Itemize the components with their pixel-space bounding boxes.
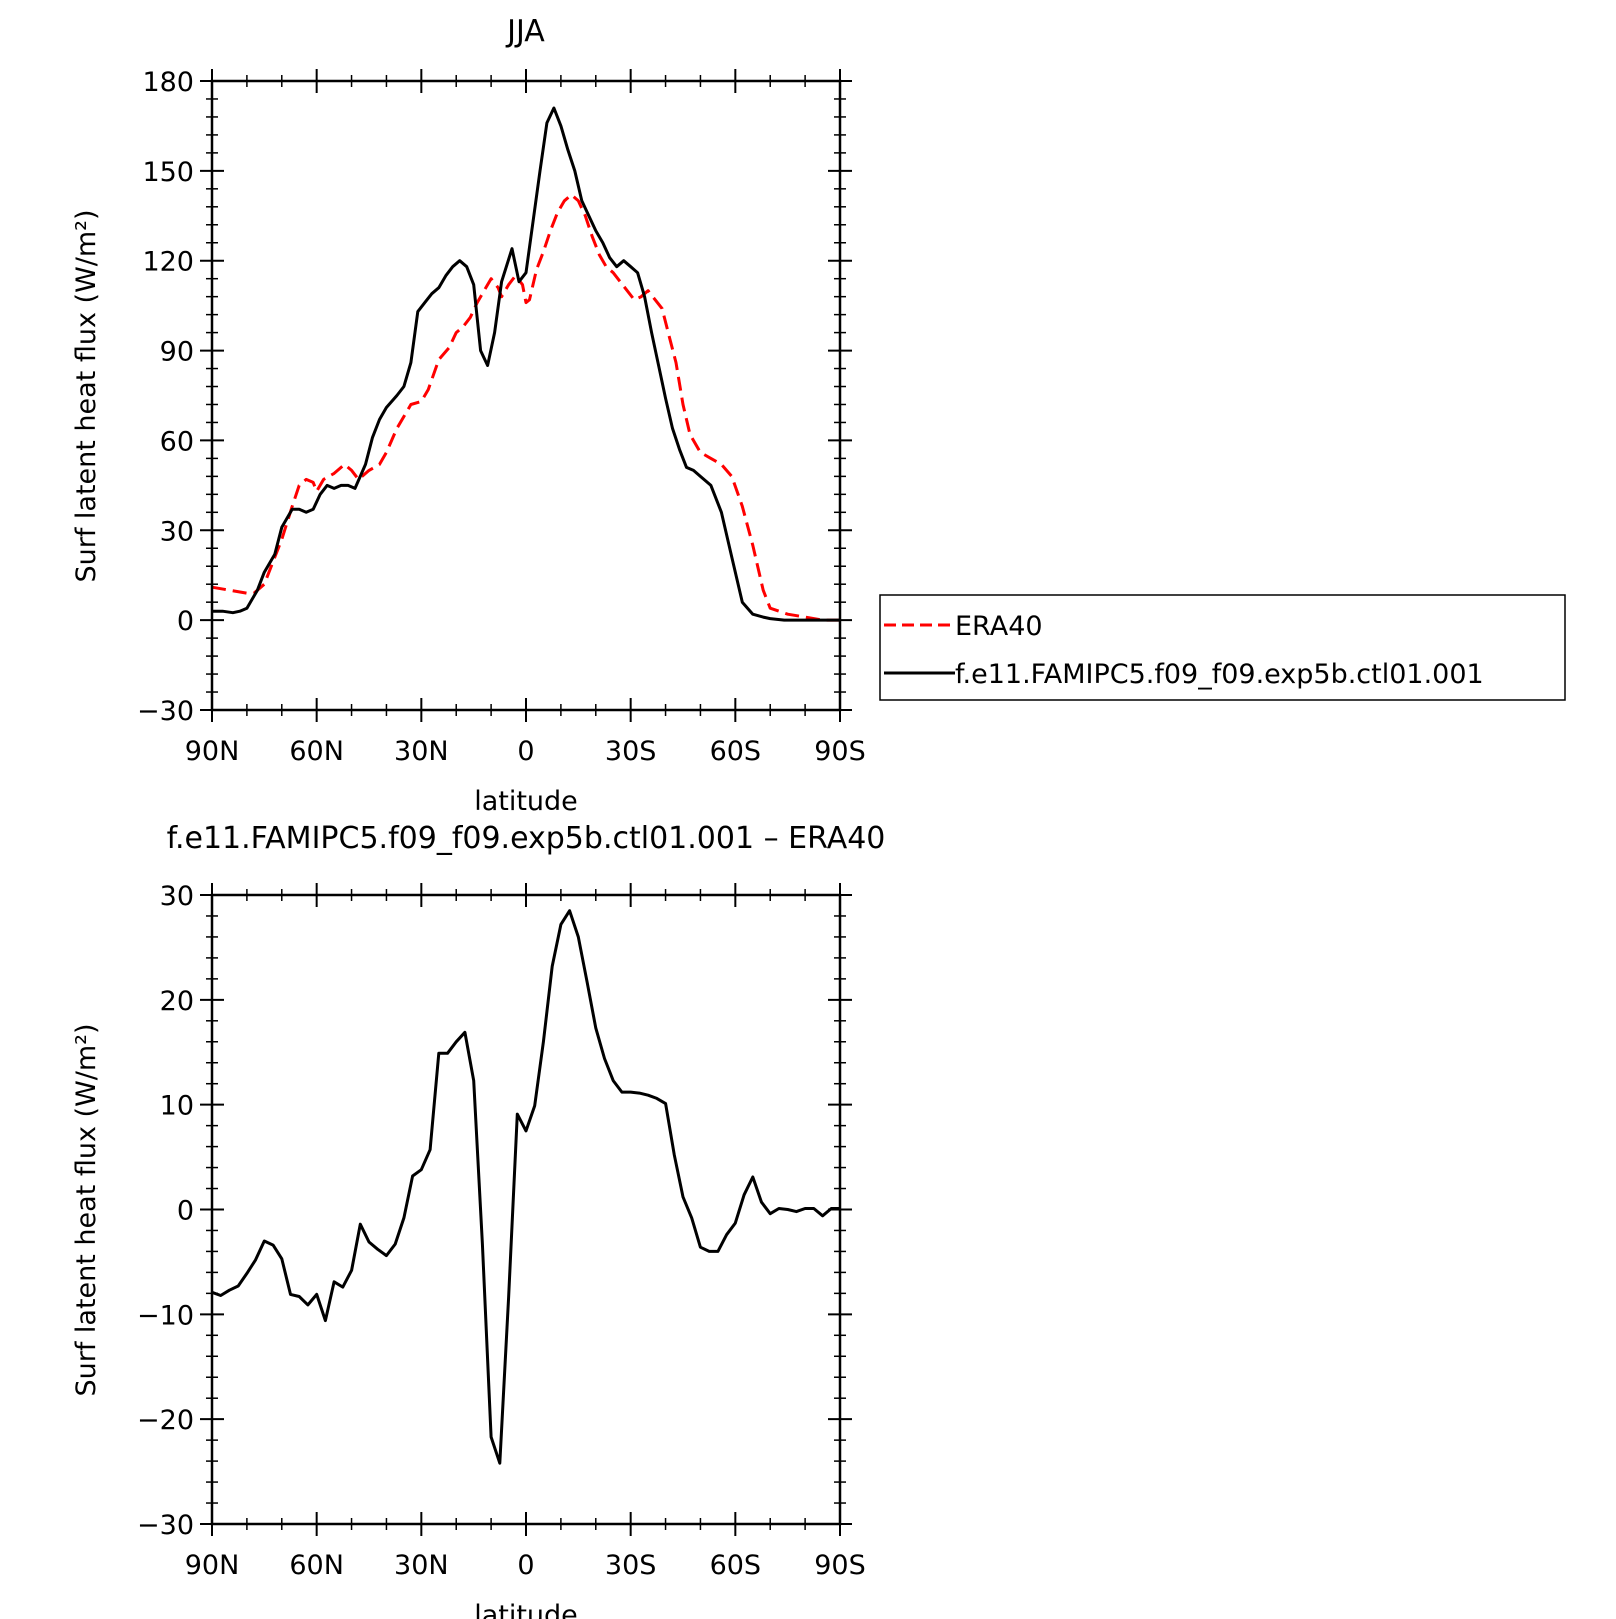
plot-frame xyxy=(210,893,842,1526)
y-tick-label: −30 xyxy=(137,696,194,727)
y-axis-label: Surf latent heat flux (W/m²) xyxy=(71,209,102,582)
y-tick-label: 30 xyxy=(160,881,194,912)
chart-bottom: f.e11.FAMIPC5.f09_f09.exp5b.ctl01.001 – … xyxy=(71,821,885,1619)
series-line-f-e11-famipc5-f09-f09-exp5b-ctl01-001 xyxy=(212,106,840,622)
axes: −30 0 30 60 90 120 150 180 90N 60N 30N 0 30S 60S 90S xyxy=(137,67,866,767)
series-group xyxy=(211,106,840,622)
y-tick-label: −10 xyxy=(137,1300,194,1331)
x-axis-label: latitude xyxy=(474,786,578,817)
x-tick-label: 60N xyxy=(289,1550,344,1581)
x-tick-label: 30N xyxy=(394,1550,449,1581)
y-tick-label: 90 xyxy=(160,337,194,368)
legend: ERA40 f.e11.FAMIPC5.f09_f09.exp5b.ctl01.… xyxy=(879,594,1566,701)
chart-top: JJA −30 0 30 60 90 120 150 180 90N 60N 30N 0 30S 60S 9… xyxy=(71,14,866,817)
x-tick-label: 30S xyxy=(605,1550,657,1581)
y-tick-label: −30 xyxy=(137,1510,194,1541)
x-tick-label: 90S xyxy=(814,736,866,767)
legend-box xyxy=(879,594,1566,701)
legend-label-model: f.e11.FAMIPC5.f09_f09.exp5b.ctl01.001 xyxy=(955,659,1484,690)
x-tick-label: 0 xyxy=(517,736,534,767)
x-tick-label: 90N xyxy=(185,736,240,767)
x-tick-label: 60N xyxy=(289,736,344,767)
plot-frame xyxy=(210,79,842,712)
y-tick-label: 60 xyxy=(160,426,194,457)
axes: −30 −20 −10 0 10 20 30 90N 60N 30N 0 30S 60S 90S xyxy=(137,881,866,1581)
series-group xyxy=(211,909,840,1465)
x-axis-label: latitude xyxy=(474,1600,578,1619)
legend-label-era40: ERA40 xyxy=(955,611,1043,642)
y-tick-label: 0 xyxy=(177,606,194,637)
x-tick-label: 90N xyxy=(185,1550,240,1581)
chart-title-diff: f.e11.FAMIPC5.f09_f09.exp5b.ctl01.001 – … xyxy=(167,821,886,856)
x-tick-label: 60S xyxy=(710,736,762,767)
x-tick-label: 30S xyxy=(605,736,657,767)
y-tick-label: 20 xyxy=(160,986,194,1017)
series-line-difference xyxy=(211,909,840,1465)
y-tick-label: 10 xyxy=(160,1091,194,1122)
y-tick-label: 150 xyxy=(142,157,194,188)
x-tick-label: 30N xyxy=(394,736,449,767)
y-tick-label: −20 xyxy=(137,1405,194,1436)
y-axis-label: Surf latent heat flux (W/m²) xyxy=(71,1023,102,1396)
series-line-era40 xyxy=(211,193,840,622)
x-tick-label: 90S xyxy=(814,1550,866,1581)
x-tick-label: 60S xyxy=(710,1550,762,1581)
x-tick-label: 0 xyxy=(517,1550,534,1581)
y-tick-label: 120 xyxy=(142,247,194,278)
y-tick-label: 180 xyxy=(142,67,194,98)
chart-title: JJA xyxy=(505,14,545,49)
y-tick-label: 0 xyxy=(177,1196,194,1227)
y-tick-label: 30 xyxy=(160,516,194,547)
